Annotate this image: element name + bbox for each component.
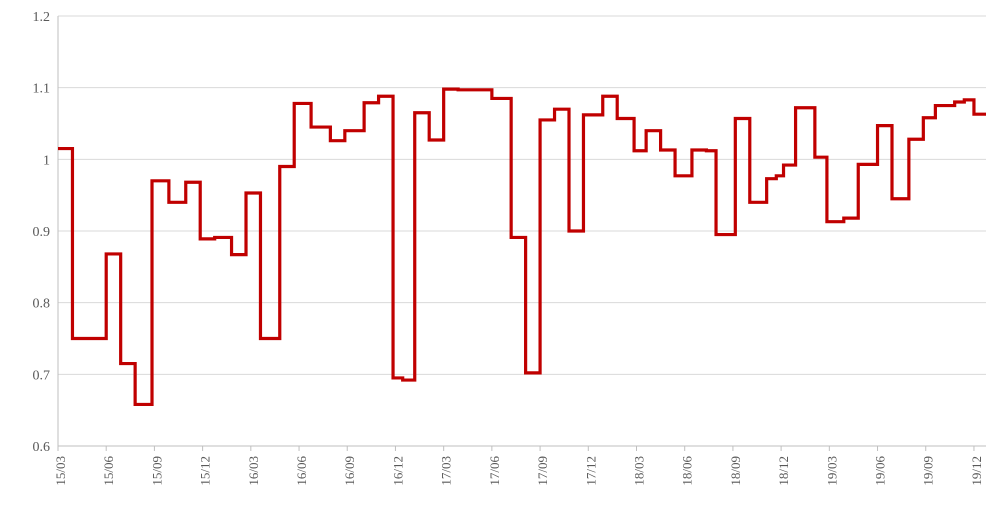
x-tick-label: 18/09 (728, 456, 743, 486)
x-tick-label: 17/06 (487, 456, 502, 486)
x-tick-label: 19/09 (921, 456, 936, 486)
x-tick-label: 15/12 (198, 456, 213, 486)
x-tick-label: 17/12 (583, 456, 598, 486)
x-tick-label: 17/03 (439, 456, 454, 486)
x-tick-label: 16/06 (294, 456, 309, 486)
series-line (58, 87, 986, 407)
y-tick-label: 1.1 (33, 82, 51, 97)
y-tick-label: 1 (43, 153, 50, 168)
x-tick-label: 15/09 (149, 456, 164, 486)
x-tick-labels: 15/03 15/06 15/09 15/12 16/03 16/06 16/09 16/12… (53, 456, 984, 486)
y-tick-label: 1.2 (33, 10, 51, 25)
x-tick-label: 19/06 (873, 456, 888, 486)
y-tick-label: 0.9 (33, 225, 51, 240)
x-tick-label: 16/12 (390, 456, 405, 486)
x-tick-label: 19/12 (969, 456, 984, 486)
x-tick-label: 18/12 (776, 456, 791, 486)
y-tick-label: 0.7 (33, 368, 51, 383)
x-tick-label: 18/03 (631, 456, 646, 486)
y-tick-label: 0.8 (33, 297, 51, 312)
series (58, 87, 986, 407)
x-tick-label: 17/09 (535, 456, 550, 486)
x-tick-label: 16/03 (246, 456, 261, 486)
x-tick-label: 18/06 (680, 456, 695, 486)
gridlines (58, 15, 986, 375)
x-tick-label: 15/03 (53, 456, 68, 486)
x-tick-label: 15/06 (101, 456, 116, 486)
y-tick-label: 0.6 (33, 440, 51, 455)
y-tick-labels: 0.6 0.7 0.8 0.9 1 1.1 1.2 (33, 10, 51, 455)
x-tick-label: 16/09 (342, 456, 357, 486)
x-tick-label: 19/03 (824, 456, 839, 486)
axes (57, 16, 986, 451)
